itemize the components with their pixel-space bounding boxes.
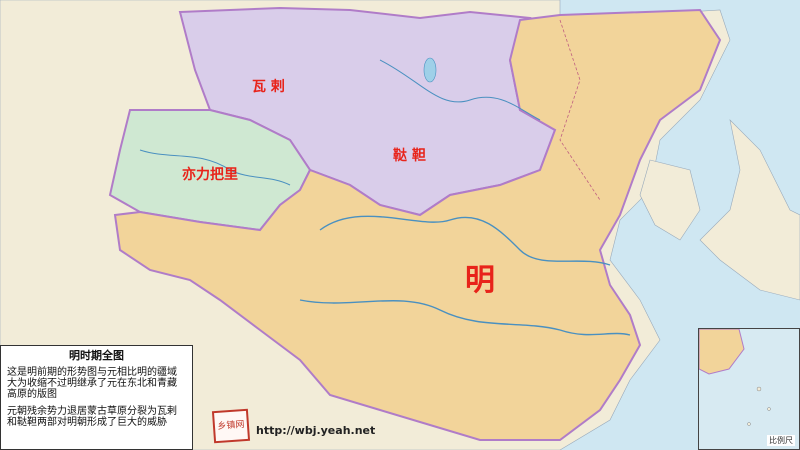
inset-label: 比例尺 [767,435,795,446]
watermark-url: http://wbj.yeah.net [256,424,376,437]
region-label-yili: 亦力把里 [182,167,238,183]
inset-land [699,329,745,375]
river-north [379,59,541,121]
legend-para-2: 元朝残余势力退居蒙古草原分裂为瓦剌和鞑靼两部对明朝形成了巨大的威胁 [7,406,177,428]
seal-stamp: 乡镇网 [211,408,251,444]
lake [423,57,437,83]
inset-svg [699,329,771,426]
region-label-tatar: 鞑 靼 [393,148,426,164]
region-label-ming: 明 [465,263,495,298]
inset-island [767,407,771,411]
inset-island [747,422,751,426]
japan-land [699,119,800,301]
river-yangtze [299,299,631,336]
legend-title: 明时期全图 [69,349,124,362]
inset-map: 比例尺 [698,328,800,450]
inset-island [756,386,762,392]
boundary-line [559,19,601,201]
legend-para-1: 这是明前期的形势图与元相比明的疆域大为收缩不过明继承了元在东北和青藏高原的版图 [7,367,177,400]
region-label-oirat: 瓦 剌 [252,79,285,95]
river-yellow [319,215,611,266]
korea-land [639,159,701,241]
river-west [139,149,291,186]
legend-box: 明时期全图 这是明前期的形势图与元相比明的疆域大为收缩不过明继承了元在东北和青藏… [0,345,193,450]
